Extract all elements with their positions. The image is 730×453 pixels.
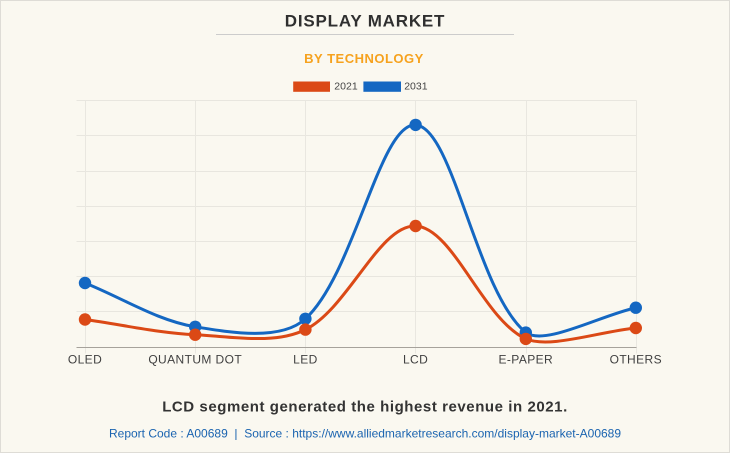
- svg-text:OTHERS: OTHERS: [610, 353, 662, 367]
- svg-text:E-PAPER: E-PAPER: [499, 353, 554, 367]
- svg-text:BY TECHNOLOGY: BY TECHNOLOGY: [304, 51, 424, 66]
- svg-text:Report Code : A00689 | Sourc: Report Code : A00689 | Source : https://…: [109, 427, 621, 441]
- svg-text:LED: LED: [293, 353, 318, 367]
- svg-text:2031: 2031: [404, 81, 428, 93]
- svg-text:2021: 2021: [334, 81, 358, 93]
- svg-text:LCD segment generated the high: LCD segment generated the highest revenu…: [162, 399, 568, 416]
- svg-text:QUANTUM DOT: QUANTUM DOT: [148, 353, 242, 367]
- svg-text:DISPLAY MARKET: DISPLAY MARKET: [285, 12, 445, 31]
- svg-text:OLED: OLED: [68, 353, 102, 367]
- svg-text:LCD: LCD: [403, 353, 428, 367]
